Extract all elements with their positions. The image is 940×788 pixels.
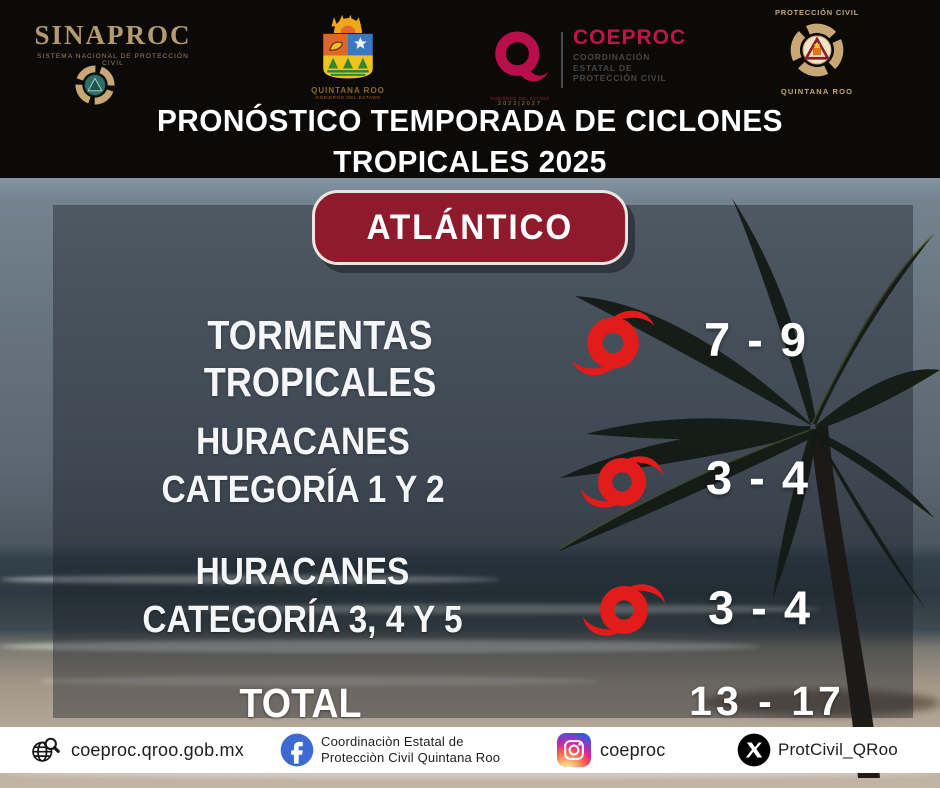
total-value: 13 - 17 (689, 678, 845, 724)
website-link[interactable]: coeproc.qroo.gob.mx (28, 733, 244, 767)
row-label-line: CATEGORÍA 1 Y 2 (161, 469, 445, 511)
row-label-huracanes-1-2: HURACANES CATEGORÍA 1 Y 2 (131, 418, 474, 514)
coeproc-gov-text: GOBIERNO DEL ESTADO (490, 96, 550, 101)
quintana-roo-crest-icon (323, 14, 373, 79)
header-bar: SINAPROC SISTEMA NACIONAL DE PROTECCIÓN … (0, 0, 940, 179)
coeproc-wordmark: COEPROC (573, 26, 687, 49)
row-value-tormentas: 7 - 9 (703, 313, 809, 366)
total-label: TOTAL (239, 680, 362, 726)
wave-foam (0, 575, 500, 584)
atlantico-button-label: ATLÁNTICO (366, 207, 574, 247)
sinaproc-logo: SINAPROC SISTEMA NACIONAL DE PROTECCIÓN … (28, 20, 198, 67)
footer-bar: coeproc.qroo.gob.mx Coordinaciòn Estatal… (0, 727, 940, 773)
instagram-handle: coeproc (600, 739, 666, 760)
wave-foam (0, 770, 940, 778)
facebook-link[interactable]: Coordinaciòn Estatal de Protecciòn Civil… (280, 733, 500, 767)
row-value-huracanes-3-4-5: 3 - 4 (707, 581, 813, 634)
page-title-line1: PRONÓSTICO TEMPORADA DE CICLONES (156, 103, 784, 138)
page-title: PRONÓSTICO TEMPORADA DE CICLONES TROPICA… (19, 100, 921, 182)
row-value-huracanes-1-2: 3 - 4 (705, 451, 811, 504)
coeproc-years-text: 2022|2027 (498, 101, 542, 107)
instagram-icon (557, 733, 591, 767)
facebook-handle-line1: Coordinaciòn Estatal de (321, 734, 464, 749)
page-title-line2: TROPICALES 2025 (333, 144, 607, 179)
wave-foam (40, 676, 600, 686)
row-label-huracanes-3-4-5: HURACANES CATEGORÍA 3, 4 Y 5 (120, 548, 485, 644)
row-label-tormentas: TORMENTAS TROPICALES (203, 312, 437, 405)
sinaproc-emblem-icon (75, 65, 115, 105)
x-handle: ProtCivil_QRoo (778, 740, 898, 759)
logo-divider (561, 32, 563, 88)
row-label-line: CATEGORÍA 3, 4 Y 5 (142, 599, 463, 641)
proteccion-civil-qroo-logo: PROTECCIÓN CIVIL QUINTANA ROO (763, 8, 871, 96)
palm-tree-silhouette (560, 198, 940, 778)
quintana-roo-label: QUINTANA ROO (311, 86, 385, 95)
row-label-line: HURACANES (196, 421, 410, 463)
wave-foam (0, 640, 760, 653)
wave-foam (180, 604, 820, 614)
beach-photo-background (0, 178, 940, 788)
coeproc-q-icon (495, 31, 549, 82)
coeproc-subtitle: COORDINACIÓN ESTATAL DE PROTECCIÓN CIVIL (573, 52, 686, 84)
website-url: coeproc.qroo.gob.mx (71, 739, 244, 760)
coeproc-subtitle-line: ESTATAL DE (573, 62, 633, 73)
sinaproc-wordmark: SINAPROC (34, 20, 192, 50)
coeproc-logo: GOBIERNO DEL ESTADO 2022|2027 COEPROC CO… (487, 26, 687, 107)
row-label-line: HURACANES (195, 551, 410, 593)
coeproc-q-block: GOBIERNO DEL ESTADO 2022|2027 (487, 28, 553, 107)
proteccion-civil-emblem-icon (790, 23, 844, 77)
facebook-icon (280, 733, 314, 767)
coeproc-subtitle-line: PROTECCIÓN CIVIL (573, 73, 667, 83)
sinaproc-subtitle: SISTEMA NACIONAL DE PROTECCIÓN CIVIL (37, 53, 189, 67)
globe-search-icon (32, 737, 60, 762)
instagram-link[interactable]: coeproc (557, 733, 665, 767)
facebook-handle: Coordinaciòn Estatal de Protecciòn Civil… (321, 734, 500, 766)
beach-seaweed (700, 690, 940, 716)
x-twitter-link[interactable]: ProtCivil_QRoo (737, 733, 898, 767)
coeproc-subtitle-line: COORDINACIÓN (573, 52, 651, 62)
hurricane-icon (571, 310, 655, 376)
quintana-roo-sublabel: GOBIERNO DEL ESTADO (315, 95, 381, 100)
dark-overlay-panel (53, 205, 913, 718)
proteccion-civil-label: PROTECCIÓN CIVIL (774, 8, 860, 17)
proteccion-civil-qroo-label: QUINTANA ROO (780, 87, 854, 96)
x-twitter-icon (737, 733, 771, 767)
facebook-handle-line2: Protecciòn Civil Quintana Roo (321, 750, 501, 765)
quintana-roo-logo: QUINTANA ROO GOBIERNO DEL ESTADO (298, 14, 398, 100)
atlantico-button[interactable]: ATLÁNTICO (312, 190, 628, 265)
coeproc-text-block: COEPROC COORDINACIÓN ESTATAL DE PROTECCI… (573, 26, 687, 84)
